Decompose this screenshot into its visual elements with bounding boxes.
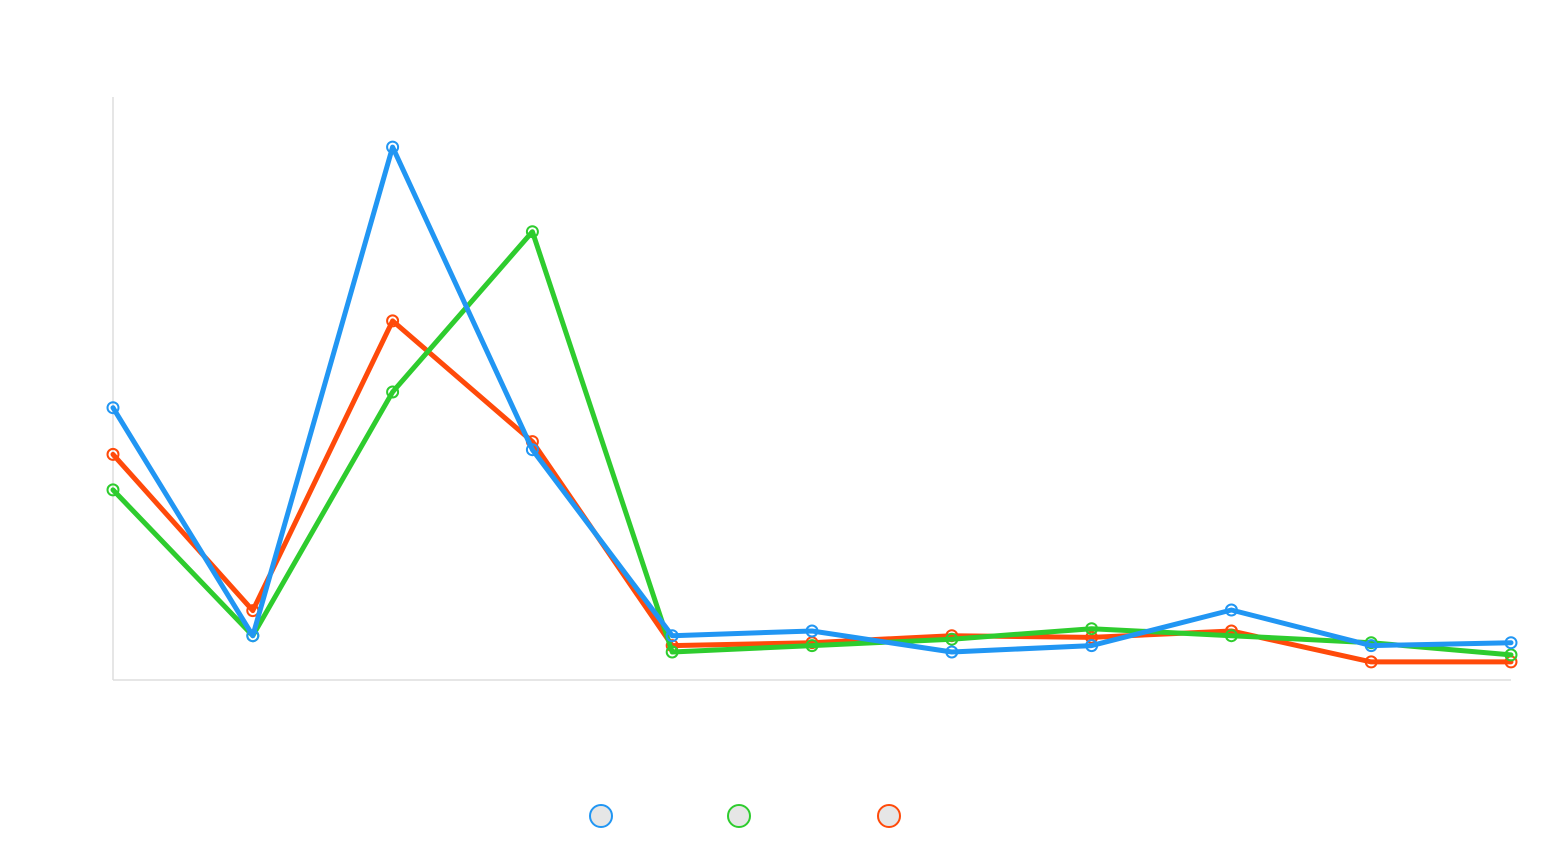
data-point-blue[interactable]: [386, 140, 400, 154]
series-line-green: [110, 229, 1514, 658]
data-point-blue[interactable]: [1364, 639, 1378, 653]
data-point-red[interactable]: [106, 447, 120, 461]
chart-legend[interactable]: [589, 804, 901, 828]
series-layer: [106, 140, 1518, 669]
data-point-red[interactable]: [1364, 655, 1378, 669]
series-line-red: [110, 318, 1514, 665]
legend-marker-red[interactable]: [877, 804, 901, 828]
data-point-green[interactable]: [805, 639, 819, 653]
data-point-blue[interactable]: [665, 629, 679, 643]
data-point-green[interactable]: [1085, 622, 1099, 636]
data-point-blue[interactable]: [805, 624, 819, 638]
data-point-green[interactable]: [1224, 629, 1238, 643]
data-point-green[interactable]: [1504, 648, 1518, 662]
data-point-red[interactable]: [386, 314, 400, 328]
data-point-blue[interactable]: [1224, 603, 1238, 617]
data-point-red[interactable]: [1085, 630, 1099, 644]
data-point-blue[interactable]: [1504, 636, 1518, 650]
data-point-blue[interactable]: [246, 629, 260, 643]
data-point-green[interactable]: [106, 483, 120, 497]
series-red: [106, 314, 1518, 669]
data-point-blue[interactable]: [106, 401, 120, 415]
data-point-green[interactable]: [665, 645, 679, 659]
data-point-green[interactable]: [386, 385, 400, 399]
series-blue: [106, 140, 1518, 659]
data-point-green[interactable]: [945, 632, 959, 646]
legend-marker-blue[interactable]: [589, 804, 613, 828]
data-point-blue[interactable]: [945, 645, 959, 659]
data-point-blue[interactable]: [1085, 639, 1099, 653]
chart-axes: [112, 97, 1511, 681]
data-point-green[interactable]: [525, 225, 539, 239]
series-green: [106, 225, 1518, 662]
data-point-blue[interactable]: [525, 443, 539, 457]
series-line-blue: [110, 144, 1514, 655]
legend-marker-green[interactable]: [727, 804, 751, 828]
